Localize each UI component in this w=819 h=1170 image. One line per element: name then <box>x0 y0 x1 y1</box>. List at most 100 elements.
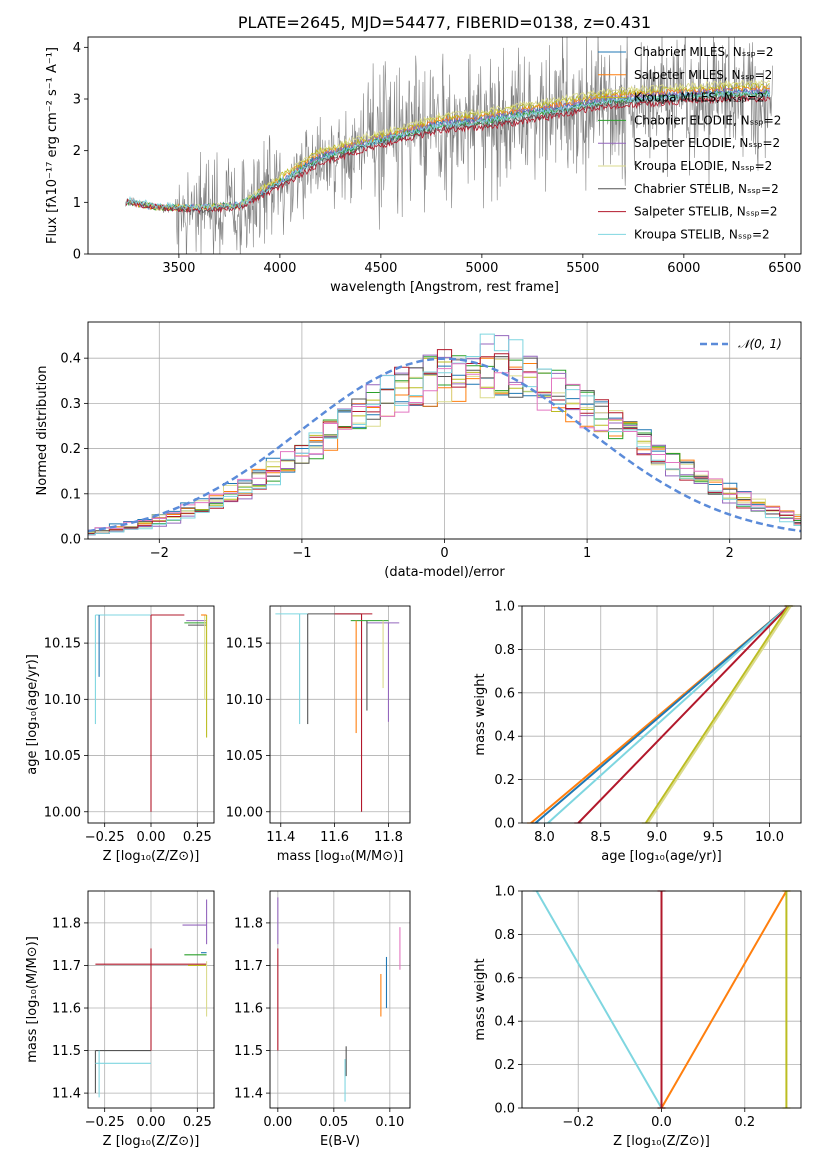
axes-frame <box>269 605 411 824</box>
y-tick-label: 0.1 <box>60 487 81 502</box>
axes-frame <box>521 605 802 824</box>
y-axis-label: mass [log₁₀(M/M⊙)] <box>25 936 40 1063</box>
residuals-axes <box>84 322 801 543</box>
y-tick-label: 0.2 <box>494 1058 515 1073</box>
x-tick-label: 0.2 <box>734 1115 755 1130</box>
y-tick-label: 11.8 <box>52 916 81 931</box>
x-tick-label: −2 <box>150 546 169 561</box>
mass-weight-line-4 <box>644 606 790 823</box>
x-tick-label: −0.25 <box>85 830 125 845</box>
y-tick-label: 0.6 <box>494 971 515 986</box>
y-tick-label: 0.4 <box>60 352 81 367</box>
legend-entry: Kroupa MILES, Nₛₛₚ=2 <box>634 91 764 105</box>
y-tick-label: 0.6 <box>494 686 515 701</box>
axes-frame <box>269 890 411 1109</box>
y-tick-label: 1.0 <box>494 600 515 615</box>
residual-histogram-3 <box>88 355 801 535</box>
x-tick-label: 10.0 <box>755 830 784 845</box>
y-tick-label: 11.5 <box>52 1044 81 1059</box>
y-tick-label: 0.0 <box>494 817 515 832</box>
legend-entry: 𝒩(0, 1) <box>738 337 782 351</box>
x-axis-label: wavelength [Angstrom, rest frame] <box>330 280 559 295</box>
age-vs-Z-axes <box>84 606 214 827</box>
x-tick-label: 0 <box>440 546 448 561</box>
y-tick-label: 0 <box>73 248 81 263</box>
x-tick-label: 0.00 <box>137 830 166 845</box>
mass-weight-line-3 <box>577 606 790 823</box>
legend-entry: Kroupa STELIB, Nₛₛₚ=2 <box>634 227 770 241</box>
mass-weight-line-2 <box>547 606 790 823</box>
y-axis-label: Normed distribution <box>35 366 50 496</box>
y-tick-label: 10.10 <box>44 693 81 708</box>
legend-entry: Salpeter STELIB, Nₛₛₚ=2 <box>634 205 778 219</box>
mass-weight-line-1 <box>534 606 790 823</box>
x-axis-label: Z [log₁₀(Z/Z⊙)] <box>103 1134 200 1149</box>
axes-frame <box>87 36 802 255</box>
x-tick-label: 11.6 <box>320 830 349 845</box>
residual-histogram-5 <box>88 358 801 532</box>
y-tick-label: 10.05 <box>44 749 81 764</box>
mass-weight-line-1 <box>660 891 788 1108</box>
mass-weight-line-5 <box>647 606 792 823</box>
x-axis-label: mass [log₁₀(M/M⊙)] <box>277 849 404 864</box>
x-axis-label: age [log₁₀(age/yr)] <box>601 849 722 864</box>
y-axis-label: mass weight <box>473 673 488 755</box>
y-tick-label: 0.2 <box>494 773 515 788</box>
x-axis-label: (data-model)/error <box>384 565 505 580</box>
x-tick-label: 11.8 <box>374 830 403 845</box>
y-tick-label: 10.15 <box>44 637 81 652</box>
legend-entry: Salpeter MILES, Nₛₛₚ=2 <box>634 68 772 82</box>
y-tick-label: 1.0 <box>494 885 515 900</box>
y-tick-label: 11.6 <box>234 1002 263 1017</box>
normal-reference-curve <box>88 357 801 533</box>
x-axis-label: E(B-V) <box>320 1134 360 1149</box>
x-tick-label: −1 <box>292 546 311 561</box>
y-tick-label: 0.8 <box>494 928 515 943</box>
x-tick-label: 6000 <box>667 261 700 276</box>
x-tick-label: 1 <box>583 546 591 561</box>
y-axis-label: age [log₁₀(age/yr)] <box>25 654 40 775</box>
x-tick-label: 5500 <box>566 261 599 276</box>
x-tick-label: 6500 <box>768 261 801 276</box>
x-tick-label: 8.5 <box>590 830 611 845</box>
y-tick-label: 10.00 <box>226 805 263 820</box>
residual-histogram-8 <box>88 333 801 536</box>
legend-entry: Chabrier STELIB, Nₛₛₚ=2 <box>634 182 779 196</box>
axes-frame <box>87 321 802 540</box>
x-tick-label: 0.0 <box>651 1115 672 1130</box>
y-tick-label: 10.00 <box>44 805 81 820</box>
mass-vs-Z-axes <box>84 891 214 1112</box>
y-tick-label: 11.4 <box>234 1087 263 1102</box>
y-tick-label: 0.0 <box>60 533 81 548</box>
y-tick-label: 11.7 <box>234 959 263 974</box>
x-tick-label: 0.00 <box>137 1115 166 1130</box>
y-tick-label: 0.0 <box>494 1102 515 1117</box>
x-tick-label: 4500 <box>364 261 397 276</box>
y-tick-label: 11.4 <box>52 1087 81 1102</box>
y-tick-label: 10.15 <box>226 637 263 652</box>
x-axis-label: Z [log₁₀(Z/Z⊙)] <box>613 1134 710 1149</box>
x-tick-label: 0.10 <box>375 1115 404 1130</box>
y-axis-label: mass weight <box>473 958 488 1040</box>
mass-vs-EBV-axes <box>266 891 410 1112</box>
x-tick-label: 0.25 <box>183 1115 212 1130</box>
axes-frame <box>87 890 215 1109</box>
y-tick-label: 11.6 <box>52 1002 81 1017</box>
legend-entry: Chabrier ELODIE, Nₛₛₚ=2 <box>634 113 781 127</box>
x-tick-label: 11.4 <box>266 830 295 845</box>
legend-entry: Kroupa ELODIE, Nₛₛₚ=2 <box>634 159 772 173</box>
y-tick-label: 0.2 <box>60 442 81 457</box>
x-tick-label: −0.2 <box>562 1115 594 1130</box>
x-tick-label: 8.0 <box>534 830 555 845</box>
y-axis-label: Flux [fλ10⁻¹⁷ erg cm⁻² s⁻¹ A⁻¹] <box>45 47 60 244</box>
x-tick-label: 5000 <box>465 261 498 276</box>
y-tick-label: 0.3 <box>60 397 81 412</box>
mass-weight-vs-Z-axes <box>518 890 801 1112</box>
y-tick-label: 0.4 <box>494 730 515 745</box>
x-tick-label: 0.00 <box>263 1115 292 1130</box>
age-vs-mass-axes <box>266 606 410 827</box>
spectrum-axes <box>84 46 786 258</box>
chart-title: PLATE=2645, MJD=54477, FIBERID=0138, z=0… <box>238 13 651 32</box>
y-tick-label: 11.7 <box>52 959 81 974</box>
